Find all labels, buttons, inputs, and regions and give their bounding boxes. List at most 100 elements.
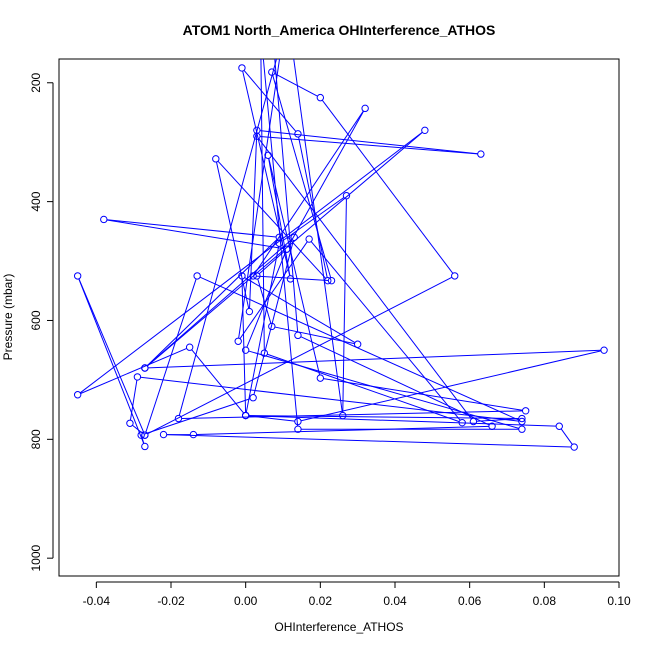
data-point	[421, 126, 429, 135]
series-segment	[144, 398, 251, 435]
x-axis: -0.04 -0.02 0.00 0.02 0.04 0.06 0.08 0.10	[83, 581, 631, 608]
series-segment	[274, 326, 355, 345]
data-point	[570, 443, 578, 451]
data-point	[249, 272, 257, 280]
data-point	[294, 130, 302, 138]
series-segment	[147, 276, 453, 435]
data-point	[518, 417, 526, 426]
series-segment	[148, 349, 601, 369]
y-tick-label: 200	[29, 72, 43, 92]
series-segment	[242, 70, 291, 276]
data-point	[185, 343, 194, 351]
data-point	[268, 68, 276, 76]
series-segment	[298, 136, 328, 278]
y-tick-label: 600	[29, 310, 43, 330]
data-point	[294, 425, 302, 433]
data-point	[294, 417, 302, 426]
series-segment	[321, 99, 454, 274]
series-segment	[215, 161, 250, 309]
series-segment	[141, 438, 145, 444]
series-segment	[181, 410, 523, 419]
series-segment	[274, 73, 318, 97]
series-segment	[256, 275, 329, 281]
series-segment	[274, 59, 299, 333]
series-segment	[146, 239, 293, 367]
series-segment	[178, 59, 278, 416]
data-point	[141, 364, 149, 372]
plot-frame	[58, 58, 620, 577]
data-point	[253, 126, 261, 135]
data-point	[141, 431, 149, 439]
series-segment	[476, 418, 519, 422]
series-segment	[262, 59, 299, 427]
series-segment	[80, 348, 187, 394]
x-tick-label: -0.04	[83, 594, 111, 608]
data-point	[488, 422, 496, 430]
data-point	[241, 411, 250, 420]
series-segment	[217, 160, 327, 279]
series-segment	[258, 250, 285, 275]
series-segment	[560, 428, 573, 445]
data-point	[458, 418, 466, 427]
data-point	[451, 272, 459, 280]
data-point	[521, 407, 530, 415]
series-segment	[106, 219, 284, 250]
series-segment	[238, 59, 281, 339]
data-point	[469, 417, 478, 426]
data-point	[73, 391, 82, 399]
data-point	[339, 411, 347, 420]
x-tick-label: 0.06	[458, 594, 482, 608]
series-segment	[248, 415, 557, 427]
data-point	[249, 394, 257, 402]
data-point	[268, 322, 276, 331]
data-point	[518, 414, 526, 423]
series-segment	[268, 158, 321, 376]
series-segment	[243, 70, 297, 132]
chart-title: ATOM1 North_America OHInterference_ATHOS	[183, 22, 496, 38]
data-point	[234, 337, 242, 345]
data-point	[193, 272, 201, 280]
series-segment	[300, 350, 602, 422]
x-tick-label: 0.00	[234, 594, 258, 608]
series-segment	[146, 239, 278, 367]
series-segment	[246, 251, 286, 348]
data-point	[245, 307, 254, 316]
data-point	[361, 104, 369, 113]
data-point	[189, 430, 198, 439]
data-point	[305, 235, 313, 243]
series-segment	[241, 279, 247, 413]
series-segment	[310, 241, 461, 421]
data-point	[126, 419, 134, 427]
series-segment	[199, 276, 520, 421]
data-point	[477, 150, 485, 158]
series-segment	[258, 138, 472, 420]
x-tick-label: 0.02	[309, 594, 333, 608]
series-segment	[268, 158, 291, 276]
data-point	[286, 275, 295, 283]
y-axis: 200 400 600 800 1000	[29, 72, 54, 572]
data-point	[283, 245, 291, 253]
series-segment	[78, 278, 145, 444]
data-point	[275, 233, 283, 241]
data-point	[100, 215, 108, 224]
series-segment	[260, 59, 265, 350]
data-point	[260, 349, 269, 357]
series-segment	[191, 349, 245, 414]
series-segment	[300, 336, 490, 426]
x-axis-label: OHInterference_ATHOS	[274, 620, 403, 634]
series-group	[73, 59, 608, 451]
series-segment	[259, 130, 478, 155]
series-segment	[239, 241, 308, 339]
data-point	[238, 64, 246, 72]
data-point	[73, 272, 82, 280]
series-segment	[78, 278, 145, 433]
series-segment	[245, 246, 280, 413]
data-point	[238, 272, 246, 280]
series-segment	[145, 278, 197, 433]
data-point	[264, 151, 272, 159]
y-axis-label: Pressure (mbar)	[1, 274, 15, 361]
series-segment	[253, 240, 294, 395]
data-point	[555, 422, 563, 430]
series-segment	[249, 133, 258, 309]
